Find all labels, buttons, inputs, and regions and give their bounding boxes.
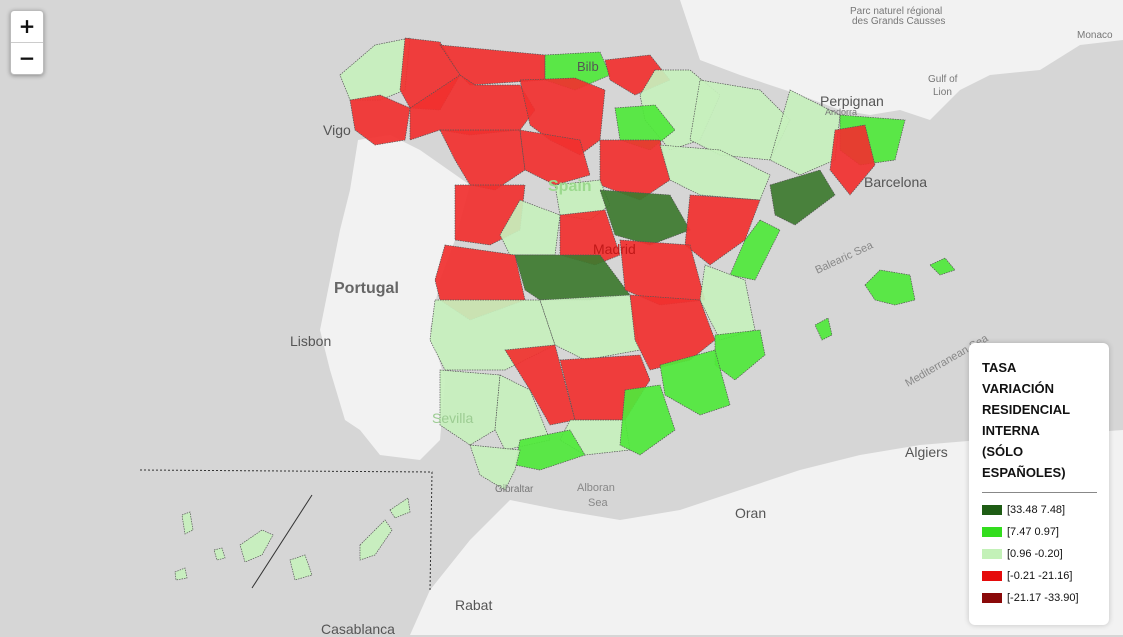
portugal-landmass	[320, 135, 470, 460]
label-spain: Spain	[548, 178, 592, 195]
label-andorra: Andorra	[825, 107, 858, 117]
region-cordoba[interactable]	[504, 344, 576, 426]
region-huelva[interactable]	[439, 369, 501, 446]
label-seville: Sevilla	[432, 410, 474, 426]
label-bilbao: Bilb	[577, 59, 599, 74]
region-canary-7[interactable]	[174, 567, 188, 581]
label-oran: Oran	[735, 505, 767, 521]
canary-inset-divider	[251, 494, 313, 589]
region-mallorca[interactable]	[864, 269, 916, 306]
region-madrid[interactable]	[559, 209, 621, 266]
region-castellon[interactable]	[729, 219, 781, 281]
region-guadalajara[interactable]	[599, 189, 691, 246]
france-landmass	[420, 0, 1123, 120]
region-canary-1[interactable]	[181, 511, 194, 535]
label-alboran: Alboran	[577, 482, 615, 494]
legend-item: [-21.17 -33.90]	[982, 587, 1097, 609]
region-soria[interactable]	[599, 139, 671, 201]
region-toledo[interactable]	[514, 254, 631, 301]
legend-items: [33.48 7.48] [7.47 0.97] [0.96 -0.20] [-0.2…	[982, 499, 1097, 609]
legend-item: [33.48 7.48]	[982, 499, 1097, 521]
legend-swatch	[982, 505, 1002, 515]
region-canary-3[interactable]	[239, 529, 274, 563]
region-menorca[interactable]	[929, 257, 956, 276]
region-albacete[interactable]	[629, 294, 716, 371]
region-lleida[interactable]	[769, 89, 841, 176]
zoom-out-button[interactable]: −	[11, 42, 43, 74]
label-lisbon: Lisbon	[290, 333, 332, 349]
label-barcelona: Barcelona	[864, 174, 928, 190]
legend-divider	[982, 492, 1097, 493]
legend-title-line: RESIDENCIAL	[982, 402, 1071, 417]
label-madrid: Madrid	[593, 241, 636, 257]
region-alicante[interactable]	[714, 329, 766, 381]
legend-item-label: [33.48 7.48]	[1007, 504, 1066, 516]
label-gulf: Gulf of	[928, 74, 958, 85]
north-africa-landmass	[410, 430, 1123, 635]
region-canary-4[interactable]	[289, 554, 313, 581]
region-pontevedra[interactable]	[349, 94, 411, 146]
legend-title-line: ESPAÑOLES)	[982, 465, 1066, 480]
legend-title-line: (SÓLO	[982, 444, 1024, 459]
zoom-in-button[interactable]: +	[18, 14, 36, 38]
legend-swatch	[982, 571, 1002, 581]
legend-title-line: INTERNA	[982, 423, 1040, 438]
region-asturias[interactable]	[439, 44, 546, 86]
legend-title: TASA VARIACIÓN RESIDENCIAL INTERNA (SÓLO ESPA…	[982, 357, 1097, 483]
region-leon[interactable]	[409, 74, 536, 141]
region-palencia-burgos[interactable]	[519, 77, 606, 156]
legend-swatch	[982, 549, 1002, 559]
region-cadiz[interactable]	[469, 444, 521, 491]
region-ciudad-real[interactable]	[539, 294, 641, 361]
legend-item-label: [0.96 -0.20]	[1007, 548, 1063, 560]
label-vigo: Vigo	[323, 122, 351, 138]
legend-item-label: [-21.17 -33.90]	[1007, 592, 1079, 604]
zoom-control: + −	[10, 10, 44, 75]
legend-panel: TASA VARIACIÓN RESIDENCIAL INTERNA (SÓLO ESPA…	[969, 343, 1109, 625]
label-parc2: des Grands Causses	[852, 16, 946, 27]
label-perpignan: Perpignan	[820, 93, 884, 109]
label-portugal: Portugal	[334, 280, 399, 297]
label-gibraltar: Gibraltar	[495, 484, 534, 495]
region-canary-2[interactable]	[213, 547, 226, 561]
label-monaco: Monaco	[1077, 30, 1113, 41]
region-segovia[interactable]	[554, 179, 611, 221]
region-valladolid[interactable]	[519, 129, 591, 186]
legend-title-line: TASA	[982, 360, 1017, 375]
region-almeria[interactable]	[619, 384, 676, 456]
label-casablanca: Casablanca	[321, 621, 395, 637]
legend-swatch	[982, 593, 1002, 603]
legend-item: [7.47 0.97]	[982, 521, 1097, 543]
region-malaga[interactable]	[514, 429, 586, 471]
legend-item-label: [7.47 0.97]	[1007, 526, 1059, 538]
region-cuenca[interactable]	[619, 239, 706, 306]
region-tarragona[interactable]	[769, 169, 836, 226]
label-parc: Parc naturel régional	[850, 6, 943, 17]
label-gulf2: Lion	[933, 87, 952, 98]
region-rioja[interactable]	[614, 104, 676, 151]
label-alboran2: Sea	[588, 497, 608, 509]
legend-swatch	[982, 527, 1002, 537]
region-ibiza[interactable]	[814, 317, 833, 341]
legend-title-line: VARIACIÓN	[982, 381, 1054, 396]
region-murcia[interactable]	[659, 349, 731, 416]
region-teruel[interactable]	[684, 194, 761, 266]
label-algiers: Algiers	[905, 444, 948, 460]
region-canary-5[interactable]	[359, 519, 393, 561]
legend-item: [0.96 -0.20]	[982, 543, 1097, 565]
region-galicia-coruna[interactable]	[339, 37, 411, 101]
canary-inset-frame	[139, 469, 433, 591]
label-rabat: Rabat	[455, 597, 493, 613]
legend-item-label: [-0.21 -21.16]	[1007, 570, 1073, 582]
legend-item: [-0.21 -21.16]	[982, 565, 1097, 587]
region-canary-6[interactable]	[389, 497, 411, 519]
region-barcelona[interactable]	[829, 124, 876, 196]
region-valencia[interactable]	[699, 264, 756, 341]
